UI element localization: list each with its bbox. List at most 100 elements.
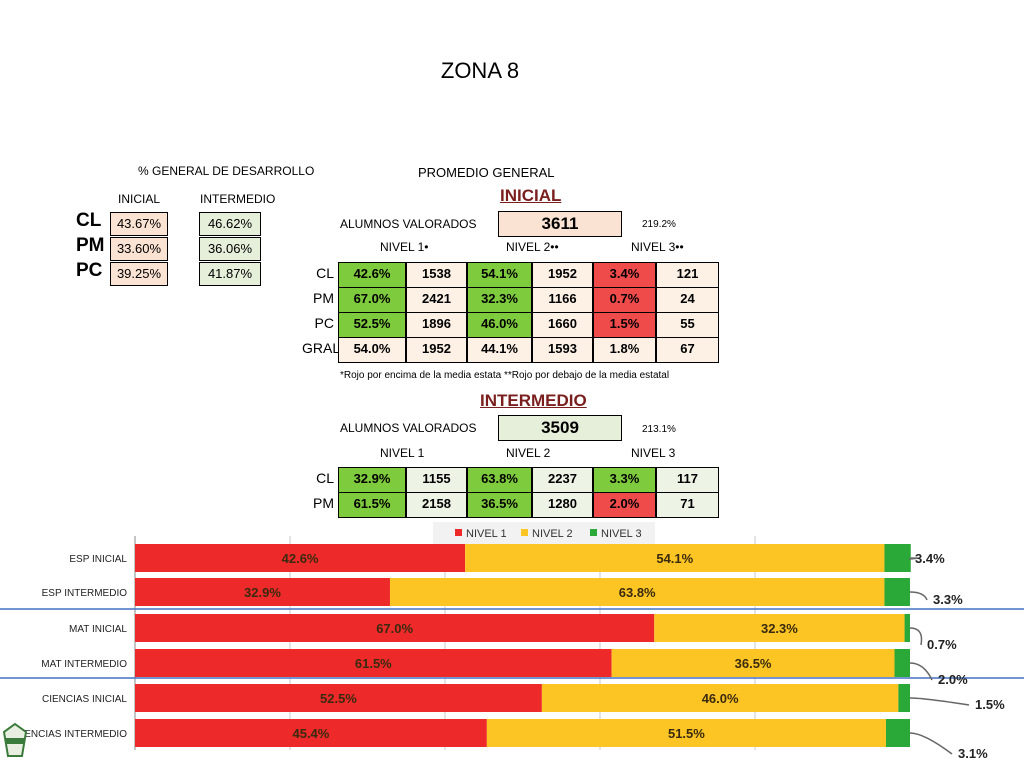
bar-value-label: 36.5% xyxy=(735,656,772,671)
intermedio-row-label: CL xyxy=(316,470,334,486)
legend-box xyxy=(433,522,655,548)
leader-line xyxy=(909,591,928,601)
intermedio-table-cell: 3.3% xyxy=(593,467,656,493)
bar-value-label: 32.3% xyxy=(761,621,798,636)
bar-value-label: 0.7% xyxy=(927,637,957,652)
bar-segment-nivel-3 xyxy=(885,719,910,747)
intermedio-table-cell: 71 xyxy=(656,492,719,518)
inicial-alumnos-count: 3611 xyxy=(498,211,622,237)
desarrollo-row-label: PM xyxy=(76,235,105,256)
bar-segment-nivel-2 xyxy=(486,719,886,747)
inicial-table-cell: 1896 xyxy=(406,312,467,338)
inicial-row-label: PC xyxy=(314,315,334,331)
intermedio-table-cell: 2158 xyxy=(406,492,467,518)
category-label: CIENCIAS INTERMEDIO xyxy=(14,729,127,740)
inicial-table-cell: 24 xyxy=(656,287,719,313)
bar-segment-nivel-1 xyxy=(135,544,466,572)
intermedio-table-cell: 1155 xyxy=(406,467,467,493)
bar-value-label: 52.5% xyxy=(320,691,357,706)
intermedio-table-cell: 2237 xyxy=(532,467,593,493)
intermedio-table-cell: 36.5% xyxy=(467,492,532,518)
inicial-nivel-header: NIVEL 2•• xyxy=(506,240,559,254)
inicial-table-cell: 55 xyxy=(656,312,719,338)
inicial-table-cell: 0.7% xyxy=(593,287,656,313)
intermedio-table-cell: 32.9% xyxy=(338,467,406,493)
desarrollo-row-label: PC xyxy=(76,260,103,281)
inicial-table-cell: 54.1% xyxy=(467,262,532,288)
bar-value-label: 67.0% xyxy=(376,621,413,636)
bar-value-label: 42.6% xyxy=(282,551,319,566)
intermedio-nivel-header: NIVEL 3 xyxy=(631,446,676,460)
category-label: MAT INICIAL xyxy=(69,624,127,635)
page-title: ZONA 8 xyxy=(440,58,520,83)
bar-value-label: 45.4% xyxy=(292,726,329,741)
bar-value-label: 3.4% xyxy=(915,551,945,566)
inicial-table-cell: 1593 xyxy=(532,337,593,363)
category-label: MAT INTERMEDIO xyxy=(41,659,127,670)
inicial-table-cell: 1660 xyxy=(532,312,593,338)
inicial-table-cell: 67.0% xyxy=(338,287,406,313)
inicial-footnote: *Rojo por encima de la media estata **Ro… xyxy=(340,370,670,381)
inicial-table-cell: 1952 xyxy=(406,337,467,363)
inicial-table-cell: 42.6% xyxy=(338,262,406,288)
bar-segment-nivel-2 xyxy=(541,684,899,712)
inicial-table-cell: 1.8% xyxy=(593,337,656,363)
bar-segment-nivel-3 xyxy=(904,614,910,642)
inicial-table-cell: 3.4% xyxy=(593,262,656,288)
category-label: ESP INTERMEDIO xyxy=(42,588,128,599)
intermedio-title: INTERMEDIO xyxy=(480,391,587,410)
inicial-table-cell: 1166 xyxy=(532,287,593,313)
bar-segment-nivel-3 xyxy=(884,544,911,572)
desarrollo-col-inicial: INICIAL xyxy=(118,192,161,206)
inicial-table-cell: 67 xyxy=(656,337,719,363)
bar-segment-nivel-1 xyxy=(135,614,655,642)
desarrollo-cell-inicial: 43.67% xyxy=(110,212,168,236)
category-label: ESP INICIAL xyxy=(69,554,127,565)
legend-label: NIVEL 1 xyxy=(466,528,507,540)
bar-segment-nivel-1 xyxy=(135,649,612,677)
bar-value-label: 54.1% xyxy=(656,551,693,566)
bar-value-label: 3.3% xyxy=(933,592,963,607)
bar-segment-nivel-2 xyxy=(389,578,885,606)
bar-segment-nivel-3 xyxy=(884,578,910,606)
intermedio-table-cell: 2.0% xyxy=(593,492,656,518)
inicial-table-cell: 1952 xyxy=(532,262,593,288)
desarrollo-row-label: CL xyxy=(76,210,102,231)
desarrollo-cell-intermedio: 46.62% xyxy=(199,212,261,236)
bar-value-label: 3.1% xyxy=(958,746,988,761)
legend-swatch-nivel-2 xyxy=(521,529,528,536)
bar-value-label: 2.0% xyxy=(938,672,968,687)
stacked-bar-chart: NIVEL 1 NIVEL 2 NIVEL 3 ESP INICIAL ESP INTE… xyxy=(0,522,1024,761)
desarrollo-cell-intermedio: 36.06% xyxy=(199,237,261,261)
desarrollo-cell-intermedio: 41.87% xyxy=(199,262,261,286)
inicial-row-label: CL xyxy=(316,265,334,281)
bar-segment-nivel-2 xyxy=(611,649,895,677)
bar-value-label: 1.5% xyxy=(975,697,1005,712)
leader-line xyxy=(909,697,970,706)
legend-label: NIVEL 3 xyxy=(601,528,642,540)
intermedio-alumnos-count: 3509 xyxy=(498,415,622,441)
legend-swatch-nivel-3 xyxy=(590,529,597,536)
bar-segment-nivel-2 xyxy=(465,544,885,572)
bar-value-label: 61.5% xyxy=(355,656,392,671)
bar-value-label: 46.0% xyxy=(702,691,739,706)
leader-line xyxy=(909,627,923,646)
inicial-row-label: GRAL xyxy=(302,340,341,356)
inicial-title: INICIAL xyxy=(500,186,562,205)
inicial-table-cell: 1.5% xyxy=(593,312,656,338)
desarrollo-col-intermedio: INTERMEDIO xyxy=(200,192,276,206)
intermedio-side-pct: 213.1% xyxy=(642,424,676,435)
inicial-table-cell: 46.0% xyxy=(467,312,532,338)
bar-value-label: 51.5% xyxy=(668,726,705,741)
desarrollo-cell-inicial: 33.60% xyxy=(110,237,168,261)
intermedio-table-cell: 1280 xyxy=(532,492,593,518)
inicial-table-cell: 1538 xyxy=(406,262,467,288)
bar-segment-nivel-3 xyxy=(898,684,910,712)
bar-segment-nivel-2 xyxy=(654,614,905,642)
legend-swatch-nivel-1 xyxy=(455,529,462,536)
intermedio-table-cell: 63.8% xyxy=(467,467,532,493)
desarrollo-heading: % GENERAL DE DESARROLLO xyxy=(138,164,315,178)
leader-line xyxy=(908,557,919,560)
logo-icon xyxy=(2,722,28,760)
inicial-table-cell: 44.1% xyxy=(467,337,532,363)
